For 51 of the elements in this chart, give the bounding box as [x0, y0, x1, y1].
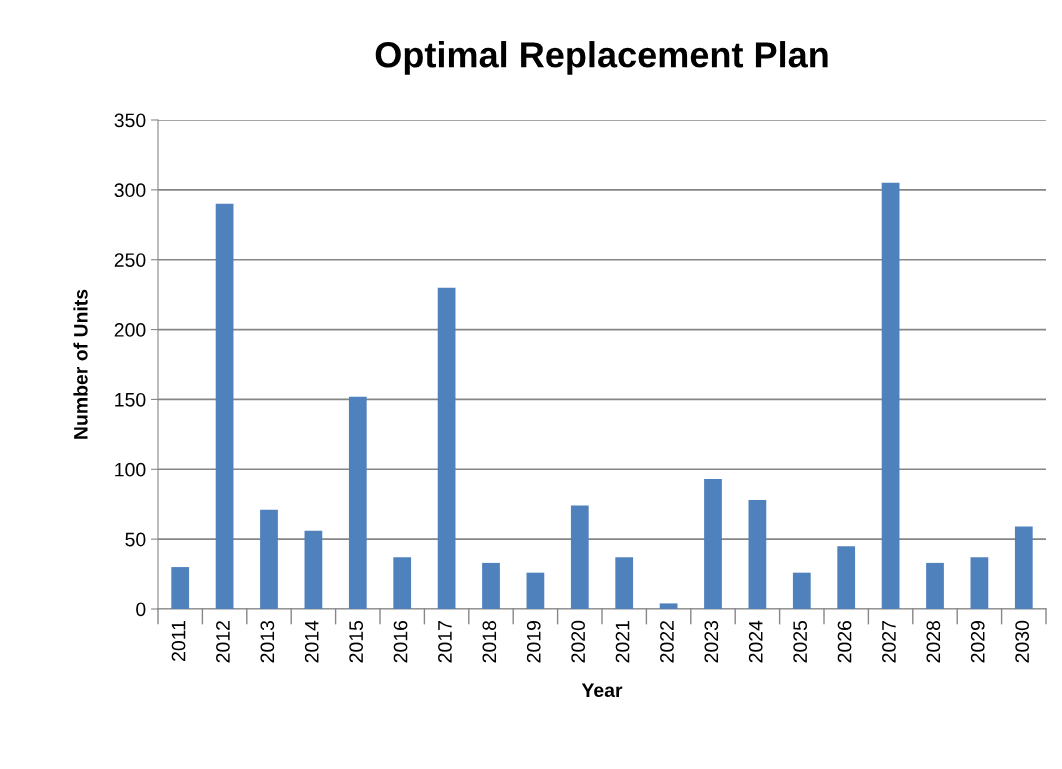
x-tick-label: 2029	[970, 621, 985, 663]
x-tick-label: 2020	[571, 620, 586, 663]
x-tick-label: 2026	[837, 620, 852, 663]
bar	[260, 509, 278, 609]
x-tick-label: 2018	[482, 620, 497, 663]
bar	[482, 562, 500, 609]
y-tick-label: 0	[136, 602, 146, 617]
x-axis-title: Year	[581, 683, 623, 698]
x-tick-label: 2017	[438, 621, 452, 663]
x-tick-label: 2012	[216, 621, 230, 663]
x-tick-label: 2011	[171, 621, 186, 661]
x-tick-label: 2021	[615, 621, 630, 663]
bar	[659, 603, 678, 609]
y-tick-label: 350	[114, 113, 146, 128]
chart-title: Optimal Replacement Plan	[375, 41, 828, 75]
x-tick-label: 2023	[704, 620, 719, 663]
bar	[437, 287, 456, 609]
x-tick-label: 2028	[926, 620, 941, 663]
bar	[926, 562, 944, 609]
y-tick-label: 200	[114, 323, 146, 337]
bar	[526, 572, 545, 609]
bar	[215, 203, 234, 609]
bar	[704, 479, 722, 609]
y-tick-label: 300	[114, 183, 146, 198]
y-tick-label: 50	[125, 532, 146, 547]
bar	[615, 557, 634, 609]
x-tick-label: 2016	[393, 620, 408, 663]
bar	[792, 572, 811, 609]
x-tick-label: 2019	[526, 621, 541, 663]
y-axis-title: Number of Units	[73, 289, 88, 439]
bar	[837, 546, 856, 609]
x-tick-label: 2030	[1015, 620, 1030, 663]
bar	[881, 182, 900, 609]
x-tick-label: 2025	[793, 620, 808, 663]
bar	[970, 557, 989, 609]
y-tick-label: 250	[114, 253, 146, 267]
bar	[748, 500, 767, 609]
x-tick-label: 2013	[260, 620, 275, 663]
bar	[1014, 526, 1033, 609]
bar	[304, 530, 323, 609]
x-tick-label: 2015	[349, 620, 364, 663]
y-tick-label: 150	[115, 392, 146, 407]
x-tick-label: 2027	[882, 621, 896, 663]
x-tick-label: 2024	[748, 620, 763, 663]
bar	[570, 505, 589, 609]
bar	[393, 557, 412, 609]
bar	[171, 567, 190, 609]
x-tick-label: 2014	[304, 620, 319, 663]
bar	[348, 396, 367, 609]
y-tick-label: 100	[115, 462, 146, 477]
x-tick-label: 2022	[660, 621, 674, 663]
